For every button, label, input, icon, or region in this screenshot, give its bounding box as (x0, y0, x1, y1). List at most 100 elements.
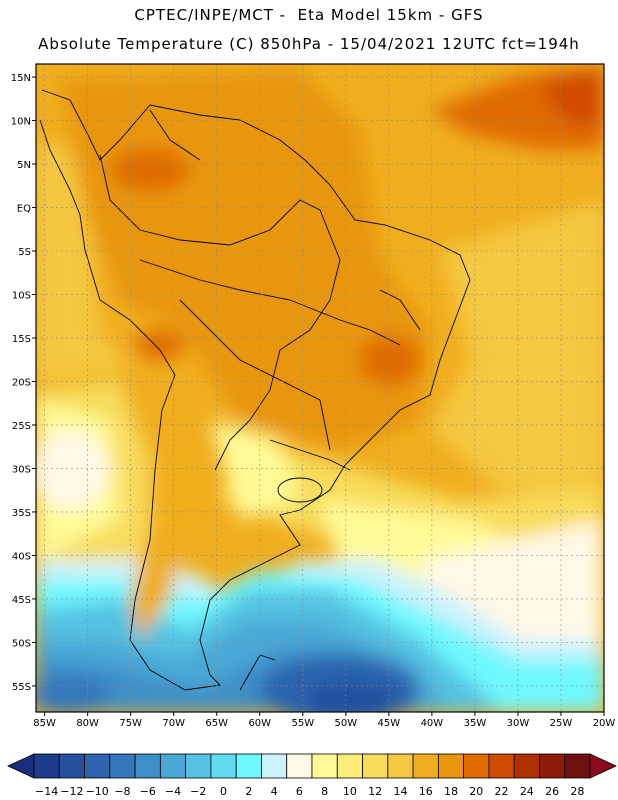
lon-label: 25W (550, 718, 573, 729)
lon-label: 75W (119, 718, 142, 729)
field-warm-colombia (110, 148, 190, 192)
lon-label: 50W (335, 718, 358, 729)
colorbar-label: −4 (165, 785, 181, 798)
colorbar-swatch (412, 753, 439, 779)
colorbar-label: 8 (321, 785, 328, 798)
colorbar-label: 18 (444, 785, 458, 798)
lon-label: 60W (248, 718, 271, 729)
lon-label: 30W (507, 718, 530, 729)
lat-label: 35S (12, 508, 31, 519)
field-warm-bolivia (135, 330, 185, 360)
colorbar-swatch (564, 753, 591, 779)
colorbar-label: 14 (393, 785, 407, 798)
colorbar-swatch (362, 753, 389, 779)
colorbar-labels: −14 −12 −10 −8 −6 −4 −2 0 2 4 6 8 10 12 14 16 18 20 22 24 26… (35, 785, 584, 798)
lat-label: 15N (11, 73, 31, 84)
lon-label: 20W (593, 718, 616, 729)
lon-label: 55W (291, 718, 314, 729)
lat-label: 55S (12, 682, 31, 693)
colorbar-label: 16 (419, 785, 433, 798)
longitude-labels: 85W 80W 75W 70W 65W 60W 55W 50W 45W 40W 35W 30W 25W 2… (33, 718, 615, 729)
border-colombia (149, 109, 201, 161)
colorbar-label: 4 (271, 785, 278, 798)
field-argentina-cool (210, 420, 300, 520)
field-andes-warm (130, 430, 190, 640)
colorbar-label: −2 (190, 785, 206, 798)
lat-label: 15S (12, 334, 31, 345)
colorbar-swatch (437, 753, 465, 779)
colorbar-label: 26 (545, 785, 559, 798)
colorbar-swatch (463, 753, 490, 779)
colorbar-swatch (33, 753, 60, 779)
colorbar-swatch (134, 753, 161, 779)
chart-title-line1: CPTEC/INPE/MCT - Eta Model 15km - GFS (134, 6, 484, 24)
lat-label: 20S (12, 377, 31, 388)
axis-ticks (32, 76, 605, 716)
south-america-coast (39, 89, 471, 691)
latitude-labels: 15N 10N 5N EQ 5S 10S 15S 20S 25S 30S 35S 40S 45S 50S 5… (11, 73, 31, 693)
colorbar-swatch (235, 753, 262, 779)
lat-label: 5N (17, 160, 31, 171)
border-uruguay (269, 439, 351, 471)
lon-label: 85W (33, 718, 56, 729)
colorbar-label: 12 (368, 785, 382, 798)
lon-label: 45W (378, 718, 401, 729)
colorbar-label: 20 (469, 785, 483, 798)
lat-label: EQ (17, 204, 31, 215)
colorbar-label: 10 (343, 785, 357, 798)
field-pacific-pale (36, 430, 110, 510)
colorbar-label: −8 (114, 785, 130, 798)
field-cold-pacific (36, 675, 110, 712)
colorbar-swatch (539, 753, 566, 779)
lat-label: 50S (12, 638, 31, 649)
colorbar-label: −14 (35, 785, 58, 798)
field-coldest-core (305, 682, 395, 712)
field-atlantic-mid (430, 200, 604, 500)
coastline (39, 89, 471, 691)
colorbar-under-arrow (7, 753, 35, 779)
colorbar-swatch (488, 753, 515, 779)
field-pacific-north (36, 140, 130, 380)
colorbar (7, 753, 617, 779)
colorbar-swatch (84, 753, 111, 779)
lat-label: 10S (12, 290, 31, 301)
rio-de-la-plata (277, 477, 323, 503)
colorbar-label: −6 (140, 785, 156, 798)
border-central (139, 259, 401, 346)
lat-label: 25S (12, 421, 31, 432)
colorbar-label: 24 (520, 785, 534, 798)
field-warm-brazil (358, 335, 422, 385)
colorbar-swatch (210, 753, 237, 779)
colorbar-label: 22 (495, 785, 509, 798)
colorbar-swatch (513, 753, 540, 779)
colorbar-swatch (109, 753, 136, 779)
colorbar-over-arrow (589, 753, 617, 779)
field-hot-atlantic (540, 68, 604, 130)
map-frame (35, 63, 605, 713)
colorbar-swatch (336, 753, 363, 779)
colorbar-swatch (387, 753, 414, 779)
lon-label: 35W (464, 718, 487, 729)
colorbar-swatch (58, 753, 85, 779)
colorbar-label: 2 (245, 785, 252, 798)
lon-label: 40W (421, 718, 444, 729)
lat-label: 30S (12, 464, 31, 475)
colorbar-label: −10 (86, 785, 109, 798)
colorbar-label: 0 (220, 785, 227, 798)
grid-lines (36, 64, 605, 712)
lon-label: 80W (76, 718, 99, 729)
colorbar-swatch (286, 753, 313, 779)
border-brazil-states (379, 289, 421, 331)
colorbar-label: −12 (60, 785, 83, 798)
chart-title-line2: Absolute Temperature (C) 850hPa - 15/04/… (38, 35, 580, 53)
lat-label: 5S (18, 247, 31, 258)
lat-label: 45S (12, 595, 31, 606)
colorbar-swatch (311, 753, 338, 779)
field-atlantic-south (220, 440, 604, 560)
lat-label: 40S (12, 551, 31, 562)
colorbar-swatch (185, 753, 212, 779)
lat-label: 10N (11, 117, 31, 128)
colorbar-label: 6 (296, 785, 303, 798)
lon-label: 70W (162, 718, 185, 729)
